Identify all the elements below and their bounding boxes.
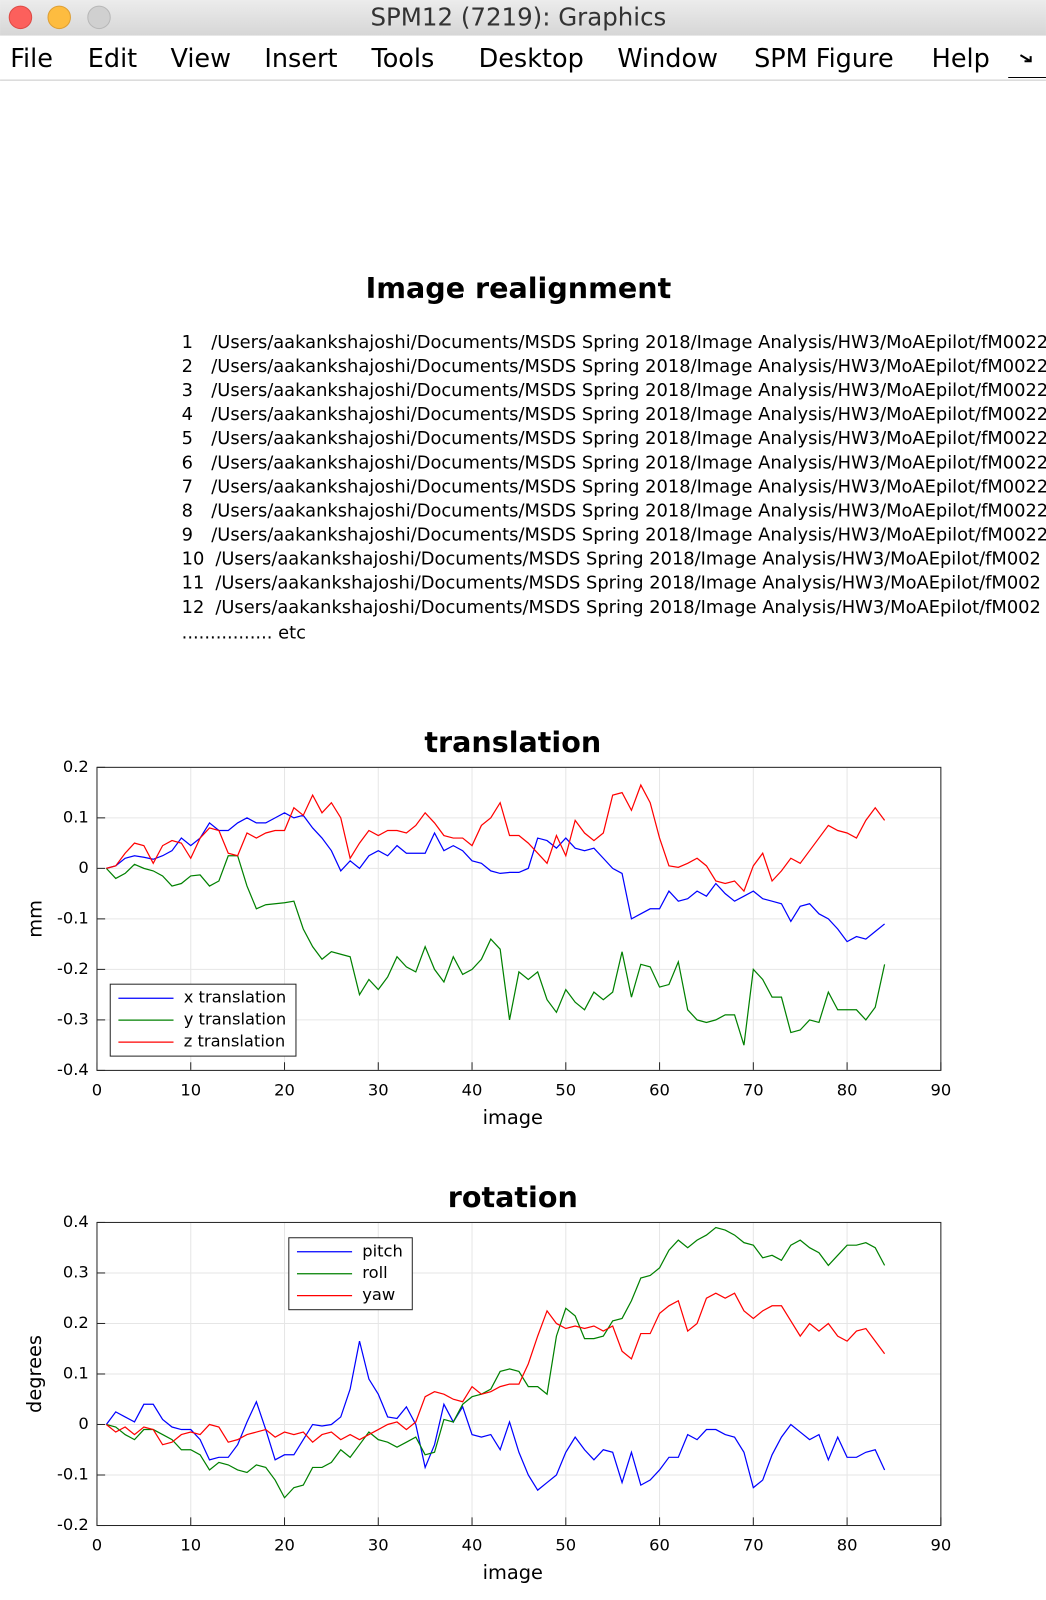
chart-title: translation — [424, 725, 601, 759]
x-tick-label: 30 — [368, 1535, 389, 1554]
y-tick-label: 0 — [78, 858, 88, 877]
menu-item[interactable]: Edit — [88, 44, 137, 74]
file-path: /Users/aakankshajoshi/Documents/MSDS Spr… — [211, 500, 1046, 521]
menu-bar — [0, 35, 1046, 81]
x-tick-label: 10 — [180, 1535, 201, 1554]
file-path: /Users/aakankshajoshi/Documents/MSDS Spr… — [211, 452, 1046, 473]
y-axis-label: mm — [23, 900, 46, 938]
y-tick-label: 0 — [78, 1414, 88, 1433]
x-tick-label: 0 — [92, 1535, 102, 1554]
y-axis-label: degrees — [23, 1335, 46, 1413]
y-tick-label: 0.2 — [63, 1313, 89, 1332]
x-tick-label: 90 — [930, 1535, 951, 1554]
y-tick-label: 0.1 — [63, 1363, 89, 1382]
file-index: 11 — [182, 573, 205, 594]
x-axis-label: image — [483, 1106, 543, 1129]
file-index: 8 — [182, 500, 193, 521]
y-tick-label: 0.3 — [63, 1262, 89, 1281]
x-tick-label: 40 — [462, 1535, 483, 1554]
title-bar — [0, 0, 1046, 36]
series-line — [106, 783, 886, 893]
file-index: 12 — [182, 597, 205, 618]
x-tick-label: 80 — [837, 1535, 858, 1554]
y-tick-label: 0.4 — [63, 1212, 89, 1231]
toolbar-toggle-icon[interactable] — [1019, 54, 1032, 63]
series-line — [106, 1226, 886, 1499]
y-tick-label: -0.4 — [57, 1060, 89, 1079]
x-tick-label: 70 — [743, 1080, 764, 1099]
y-tick-label: 0.2 — [63, 757, 89, 776]
file-path: /Users/aakankshajoshi/Documents/MSDS Spr… — [211, 332, 1046, 353]
menu-item[interactable]: View — [170, 44, 231, 74]
window-title: SPM12 (7219): Graphics — [371, 2, 667, 31]
menu-item[interactable]: Insert — [264, 44, 337, 74]
file-path: /Users/aakankshajoshi/Documents/MSDS Spr… — [215, 597, 1041, 618]
chart-title: rotation — [448, 1180, 578, 1214]
x-tick-label: 30 — [368, 1080, 389, 1099]
x-tick-label: 40 — [462, 1080, 483, 1099]
file-index: 3 — [182, 380, 193, 401]
file-path: /Users/aakankshajoshi/Documents/MSDS Spr… — [211, 428, 1046, 449]
menu-item[interactable]: File — [10, 44, 53, 74]
legend-label: y translation — [184, 1010, 287, 1029]
y-tick-label: -0.2 — [57, 959, 89, 978]
legend-label: z translation — [184, 1032, 285, 1051]
series-line — [105, 1292, 886, 1446]
file-index: 9 — [182, 525, 193, 546]
axes-box — [96, 1221, 942, 1527]
file-index: 10 — [182, 549, 205, 570]
x-axis-label: image — [483, 1561, 543, 1584]
x-tick-label: 60 — [649, 1080, 670, 1099]
y-tick-label: -0.1 — [57, 1465, 89, 1484]
legend-label: roll — [362, 1263, 387, 1282]
series-line — [106, 812, 885, 943]
file-list-etc: ................ etc — [182, 623, 306, 644]
menu-item[interactable]: Help — [932, 44, 990, 74]
y-tick-label: -0.1 — [57, 908, 89, 927]
x-tick-label: 50 — [555, 1080, 576, 1099]
file-index: 7 — [182, 476, 193, 497]
y-tick-label: -0.2 — [57, 1515, 89, 1534]
x-tick-label: 10 — [180, 1080, 201, 1099]
report-title: Image realignment — [366, 271, 672, 305]
axes-box — [96, 766, 942, 1071]
file-path: /Users/aakankshajoshi/Documents/MSDS Spr… — [211, 404, 1046, 425]
file-index: 5 — [182, 428, 193, 449]
file-index: 6 — [182, 452, 193, 473]
file-index: 1 — [182, 332, 193, 353]
file-path: /Users/aakankshajoshi/Documents/MSDS Spr… — [211, 476, 1046, 497]
file-path: /Users/aakankshajoshi/Documents/MSDS Spr… — [211, 356, 1046, 377]
x-tick-label: 80 — [837, 1080, 858, 1099]
file-path: /Users/aakankshajoshi/Documents/MSDS Spr… — [215, 549, 1041, 570]
y-tick-label: -0.3 — [57, 1009, 89, 1028]
menu-item[interactable]: SPM Figure — [754, 44, 894, 74]
minimize-button[interactable] — [47, 5, 71, 30]
x-tick-label: 0 — [92, 1080, 102, 1099]
zoom-button[interactable] — [87, 5, 111, 30]
menu-item[interactable]: Desktop — [479, 44, 584, 74]
x-tick-label: 20 — [274, 1535, 295, 1554]
x-tick-label: 20 — [274, 1080, 295, 1099]
series-line — [105, 1341, 886, 1492]
x-tick-label: 50 — [555, 1535, 576, 1554]
legend-label: x translation — [184, 988, 287, 1007]
file-index: 4 — [182, 404, 193, 425]
y-tick-label: 0.1 — [63, 807, 89, 826]
close-button[interactable] — [8, 5, 33, 30]
x-tick-label: 90 — [930, 1080, 951, 1099]
legend-label: pitch — [362, 1241, 403, 1260]
file-path: /Users/aakankshajoshi/Documents/MSDS Spr… — [215, 573, 1041, 594]
file-path: /Users/aakankshajoshi/Documents/MSDS Spr… — [211, 380, 1046, 401]
file-index: 2 — [182, 356, 193, 377]
file-path: /Users/aakankshajoshi/Documents/MSDS Spr… — [211, 525, 1046, 546]
x-tick-label: 70 — [743, 1535, 764, 1554]
menu-item[interactable]: Window — [617, 44, 718, 74]
menu-item[interactable]: Tools — [370, 44, 434, 74]
x-tick-label: 60 — [649, 1535, 670, 1554]
legend-label: yaw — [362, 1285, 395, 1304]
